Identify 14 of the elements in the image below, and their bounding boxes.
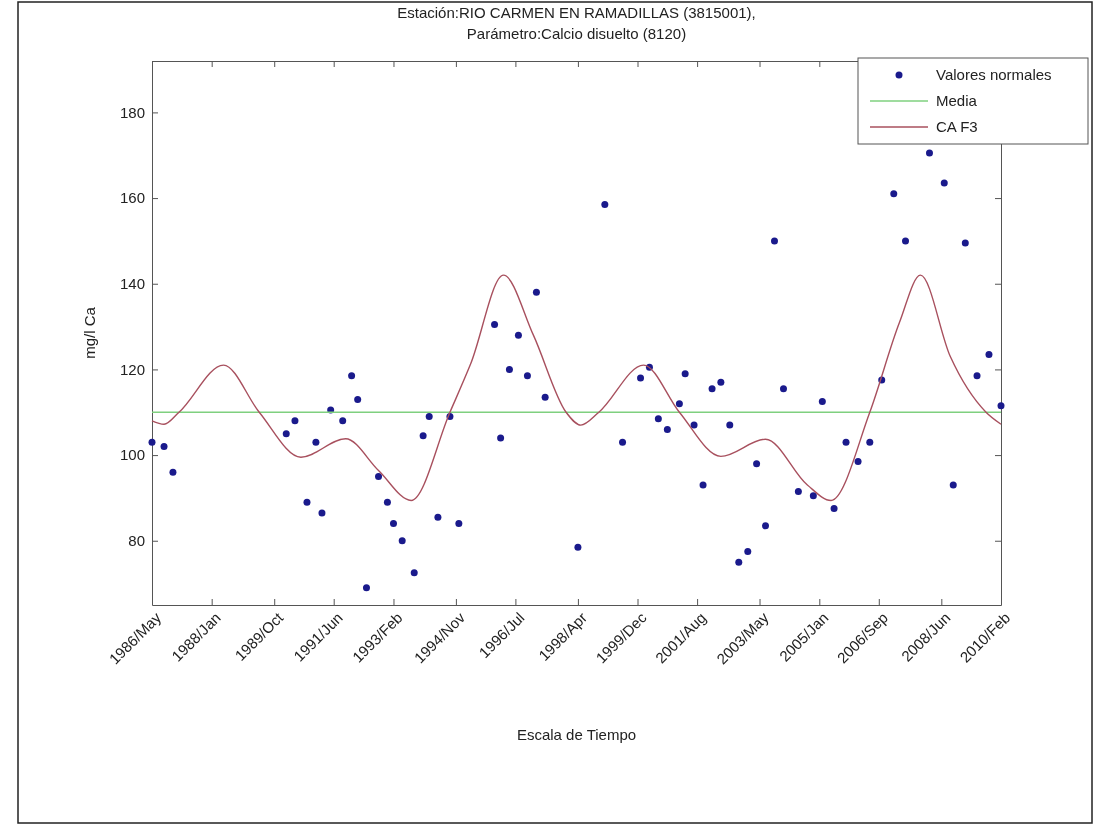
chart-title: Estación:RIO CARMEN EN RAMADILLAS (3815001),: [397, 4, 756, 21]
y-tick-label: 180: [119, 103, 145, 121]
legend-label: Valores normales: [936, 66, 1052, 83]
y-tick-label: 140: [119, 275, 145, 293]
y-tick-label: 160: [119, 189, 145, 207]
x-axis-title: Escala de Tiempo: [516, 726, 637, 743]
legend-label: Media: [936, 92, 978, 109]
legend-label: CA F3: [936, 118, 978, 135]
y-axis-title: mg/l Ca: [81, 306, 98, 359]
y-tick-label: 80: [128, 532, 145, 550]
y-tick-label: 100: [119, 446, 145, 464]
y-tick-label: 120: [119, 360, 145, 378]
chart-subtitle: Parámetro:Calcio disuelto (8120): [466, 25, 687, 42]
line-series: [151, 274, 1002, 502]
